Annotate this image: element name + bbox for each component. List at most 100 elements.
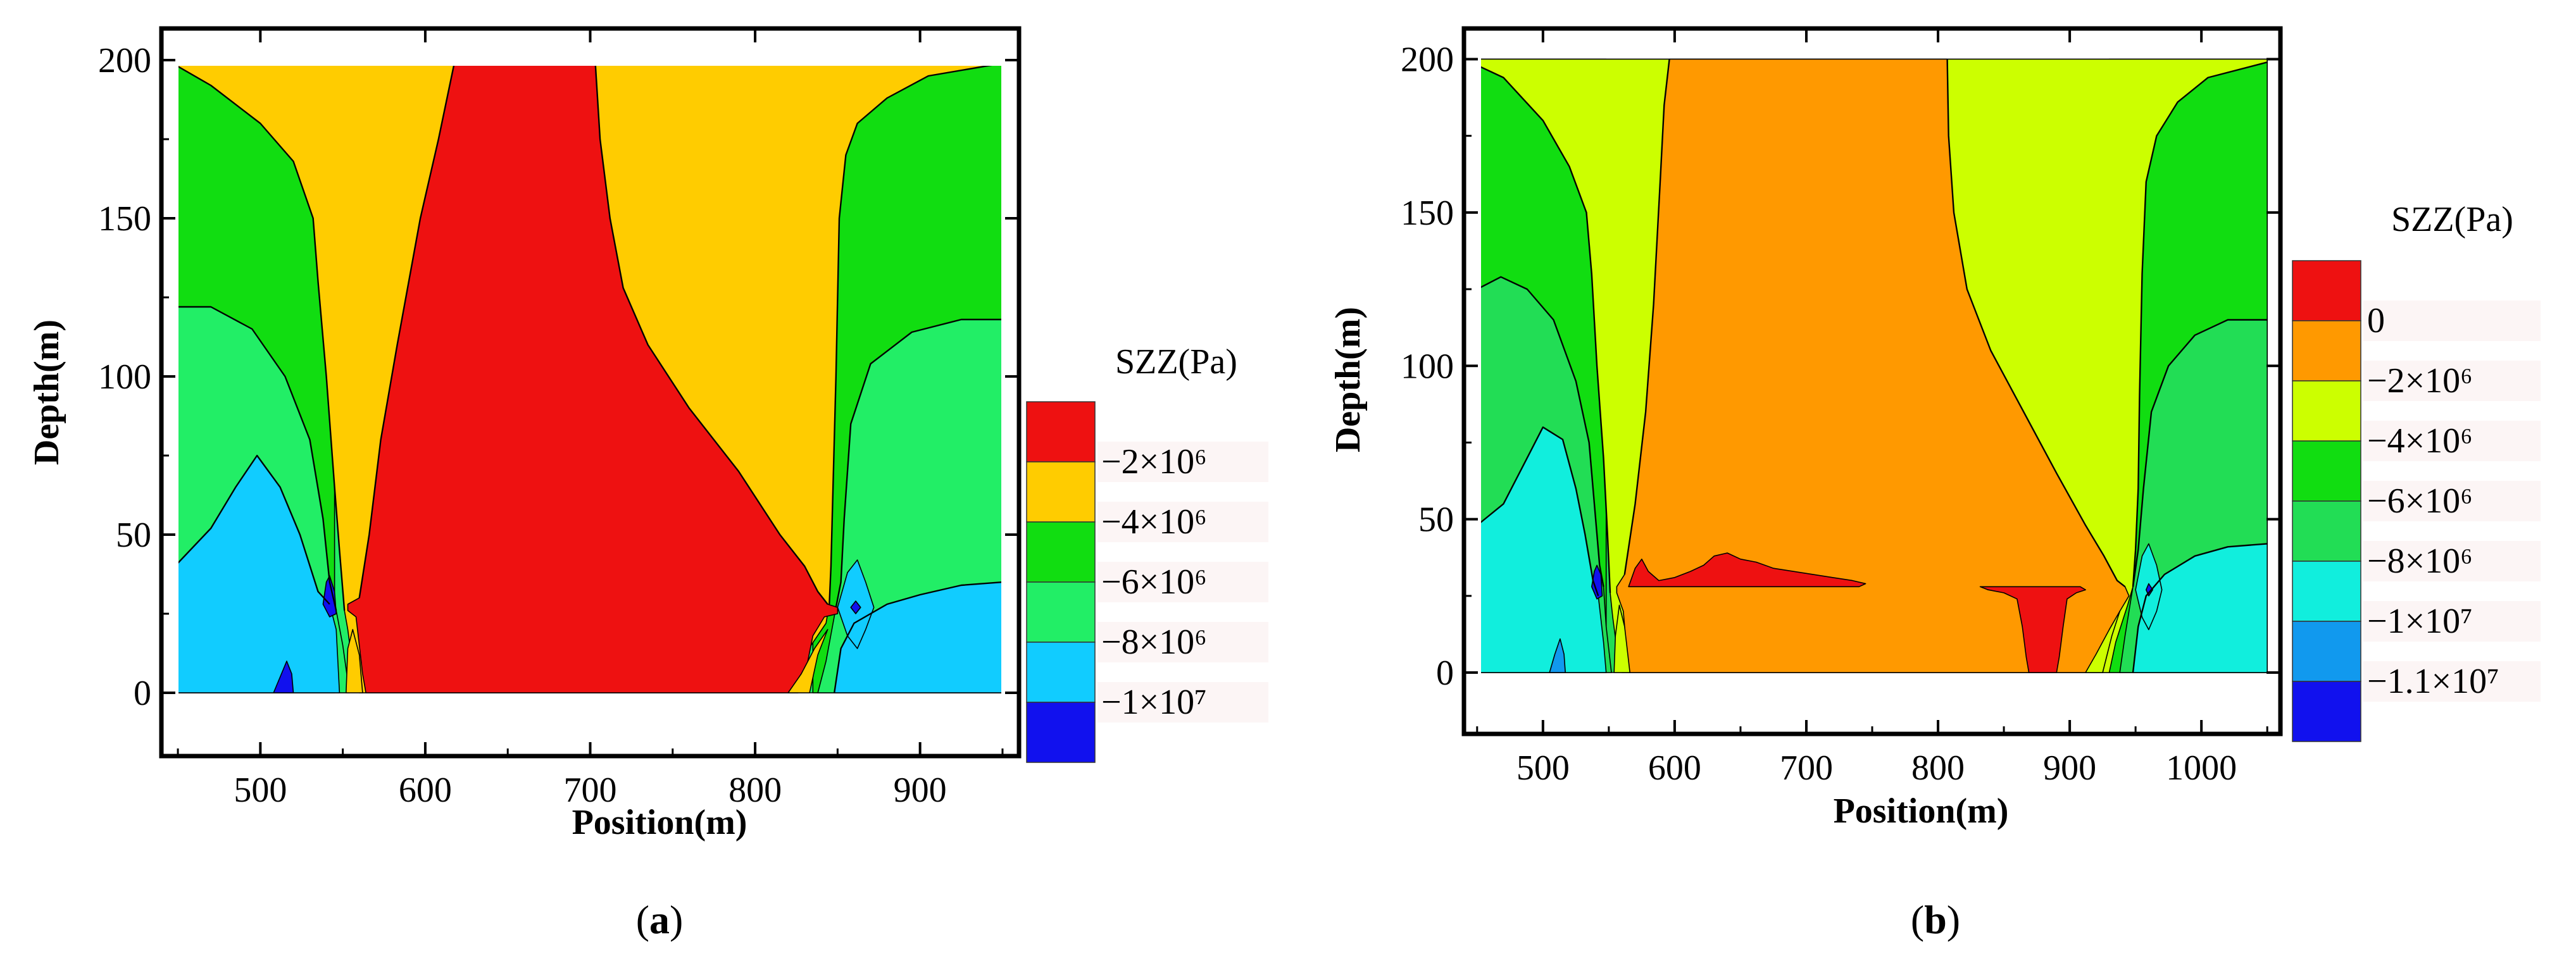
- panel-a-legend-swatch: [1026, 401, 1096, 462]
- panel-a-legend-swatch: [1026, 642, 1096, 703]
- panel-a-left-lens-a: [322, 575, 337, 618]
- panel-a-contour-line: [828, 66, 992, 605]
- panel-a-contour-line: [178, 454, 330, 605]
- panel-a-caption: (a): [636, 897, 684, 942]
- panel-b-xtick-label: 600: [1648, 748, 1701, 788]
- panel-a-ytick-label: 100: [98, 357, 151, 397]
- panel-b-xtick-label: 500: [1516, 748, 1570, 788]
- panel-a-ytick-label: 150: [98, 199, 151, 239]
- panel-b-legend-swatch: [2292, 621, 2361, 682]
- panel-a-xlabel: Position(m): [572, 803, 747, 842]
- panel-a-legend-label-bg: [1097, 622, 1268, 662]
- panel-b-legend-swatch: [2292, 320, 2361, 382]
- panel-a-contour-line: [594, 66, 828, 605]
- panel-a-legend-title: SZZ(Pa): [1115, 342, 1237, 382]
- panel-b-regions: [1481, 58, 2268, 673]
- panel-b-legend-label: −2×10⁶: [2367, 361, 2473, 400]
- panel-a-legend-swatch: [1026, 461, 1096, 523]
- panel-a-regions: [178, 66, 1001, 693]
- panel-b-xlabel: Position(m): [1834, 791, 2009, 831]
- panel-b-ylabel: Depth(m): [1329, 307, 1368, 452]
- panel-b-xtick-label: 900: [2043, 748, 2096, 788]
- panel-b-contour-line: [2132, 543, 2268, 673]
- panel-a-xtick-label: 800: [728, 771, 782, 810]
- panel-b-legend-swatch: [2292, 561, 2361, 622]
- panel-a-ytick-label: 0: [134, 674, 151, 713]
- panel-b-ytick-label: 50: [1418, 500, 1454, 540]
- panel-a-legend-label-bg: [1097, 502, 1268, 542]
- panel-b-xtick-label: 700: [1780, 748, 1833, 788]
- panel-a-legend-swatch: [1026, 581, 1096, 643]
- panel-b-contour-line: [2132, 319, 2268, 587]
- panel-b-contour-line: [1481, 276, 1604, 587]
- panel-b-legend-label: −4×10⁶: [2367, 421, 2473, 461]
- panel-a-left-lens-b: [273, 661, 294, 693]
- panel-b-left-blue-lens-b: [1549, 638, 1566, 673]
- panel-b-legend-swatch: [2292, 500, 2361, 562]
- panel-b-ytick-label: 150: [1401, 194, 1454, 233]
- panel-a-legend-label: −8×10⁶: [1101, 623, 1207, 662]
- panel-b-ytick-label: 0: [1436, 654, 1454, 693]
- panel-b-contours: [1481, 59, 2268, 673]
- panel-b-ytick-label: 100: [1401, 347, 1454, 386]
- panel-a-legend-label-bg: [1097, 562, 1268, 602]
- panel-b-caption-letter: b: [1924, 897, 1947, 942]
- panel-a-legend-label-bg: [1097, 682, 1268, 723]
- panel-b-legend-label: −6×10⁶: [2367, 481, 2473, 521]
- panel-a-legend: SZZ(Pa) −2×10⁶ −4×10⁶ −6×10⁶ −8×10⁶ −1×10⁷: [1026, 342, 1268, 763]
- panel-b-legend-label-bg: [2363, 481, 2541, 521]
- panel-b-legend-label-bg: [2363, 301, 2541, 341]
- panel-a-right-lens-center: [850, 600, 861, 614]
- panel-b-contour-line: [1946, 59, 2126, 588]
- panel-b-contour-line: [1481, 66, 1611, 593]
- panel-b-legend-label-bg: [2363, 421, 2541, 461]
- panel-b-legend: SZZ(Pa) 0 −2×10⁶ −4×10⁶ −6×10⁶ −8×10⁶ −1×10⁷ −…: [2292, 200, 2541, 742]
- panel-a-legend-label: −2×10⁶: [1101, 442, 1207, 481]
- panel-b-legend-label-bg: [2363, 661, 2541, 702]
- panel-b-legend-label: −1.1×10⁷: [2367, 662, 2499, 701]
- panel-a-caption-letter: a: [649, 897, 670, 942]
- panel-a-contours: [178, 66, 1001, 693]
- panel-a-ytick-label: 200: [98, 41, 151, 80]
- panel-b-legend-swatch: [2292, 380, 2361, 442]
- panel-b-legend-label: 0: [2367, 301, 2385, 340]
- panel-a-ticks: 500 600 700 800 900 0 50 100 150 200: [98, 28, 1019, 810]
- panel-b-legend-label: −1×10⁷: [2367, 602, 2473, 641]
- panel-a-right-outlet-patch: [787, 629, 828, 693]
- panel-b-legend-swatch: [2292, 260, 2361, 321]
- panel-b-contour-line: [1623, 59, 1670, 575]
- panel-a-contour-line: [835, 318, 1001, 608]
- panel-a-xtick-label: 900: [894, 771, 947, 810]
- panel-a-xtick-label: 600: [399, 771, 452, 810]
- panel-b-left-edge-yellow: [1613, 604, 1630, 673]
- panel-b-contour-line: [1481, 426, 1599, 597]
- panel-a-contour-line: [358, 66, 455, 599]
- panel-a-ytick-label: 50: [116, 516, 151, 555]
- panel-a-xtick-label: 500: [234, 771, 287, 810]
- panel-b-legend-title: SZZ(Pa): [2391, 200, 2513, 239]
- panel-a-legend-label: −6×10⁶: [1101, 562, 1207, 602]
- panel-a-contour-line: [178, 66, 346, 611]
- panel-a-xtick-label: 700: [564, 771, 617, 810]
- panel-b-legend-label: −8×10⁶: [2367, 542, 2473, 581]
- panel-b-contour-line: [2132, 61, 2268, 587]
- panel-b-caption: (b): [1911, 897, 1960, 942]
- panel-a-legend-swatch: [1026, 521, 1096, 583]
- panel-a-legend-label-bg: [1097, 442, 1268, 482]
- panel-b-right-edge-yellow: [2085, 611, 2120, 673]
- panel-b-red-lens-upper: [1628, 552, 1866, 588]
- panel-b-red-lens-lower: [1979, 586, 2086, 673]
- panel-a-legend-label: −1×10⁷: [1101, 683, 1207, 722]
- panel-b-legend-swatch: [2292, 681, 2361, 742]
- panel-b-legend-label-bg: [2363, 361, 2541, 401]
- panel-b-xtick-label: 800: [1911, 748, 1965, 788]
- panel-b: 500 600 700 800 900 1000 0 50 100 150 200 Position…: [1329, 26, 2541, 942]
- panel-b-ytick-label: 200: [1401, 40, 1454, 79]
- panel-b-legend-label-bg: [2363, 601, 2541, 642]
- panel-a-left-inlet-patch: [345, 629, 363, 693]
- panel-b-ticks: 500 600 700 800 900 1000 0 50 100 150 200: [1401, 28, 2280, 788]
- panel-a-contour-line: [834, 581, 1001, 693]
- panel-a-ylabel: Depth(m): [27, 320, 66, 465]
